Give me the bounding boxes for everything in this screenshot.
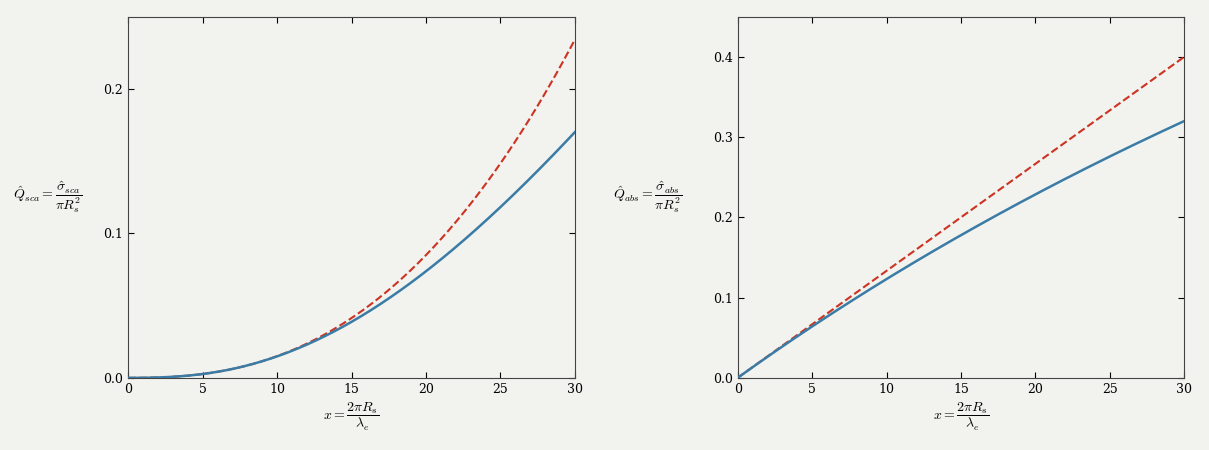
Y-axis label: $\hat{Q}_{sca} = \dfrac{\hat{\sigma}_{sca}}{\pi R_s^2}$: $\hat{Q}_{sca} = \dfrac{\hat{\sigma}_{sc…	[13, 180, 82, 215]
X-axis label: $x = \dfrac{2\pi R_s}{\lambda_e}$: $x = \dfrac{2\pi R_s}{\lambda_e}$	[323, 401, 380, 433]
Y-axis label: $\hat{Q}_{abs} = \dfrac{\hat{\sigma}_{abs}}{\pi R_s^2}$: $\hat{Q}_{abs} = \dfrac{\hat{\sigma}_{ab…	[613, 180, 683, 215]
X-axis label: $x = \dfrac{2\pi R_s}{\lambda_e}$: $x = \dfrac{2\pi R_s}{\lambda_e}$	[933, 401, 989, 433]
